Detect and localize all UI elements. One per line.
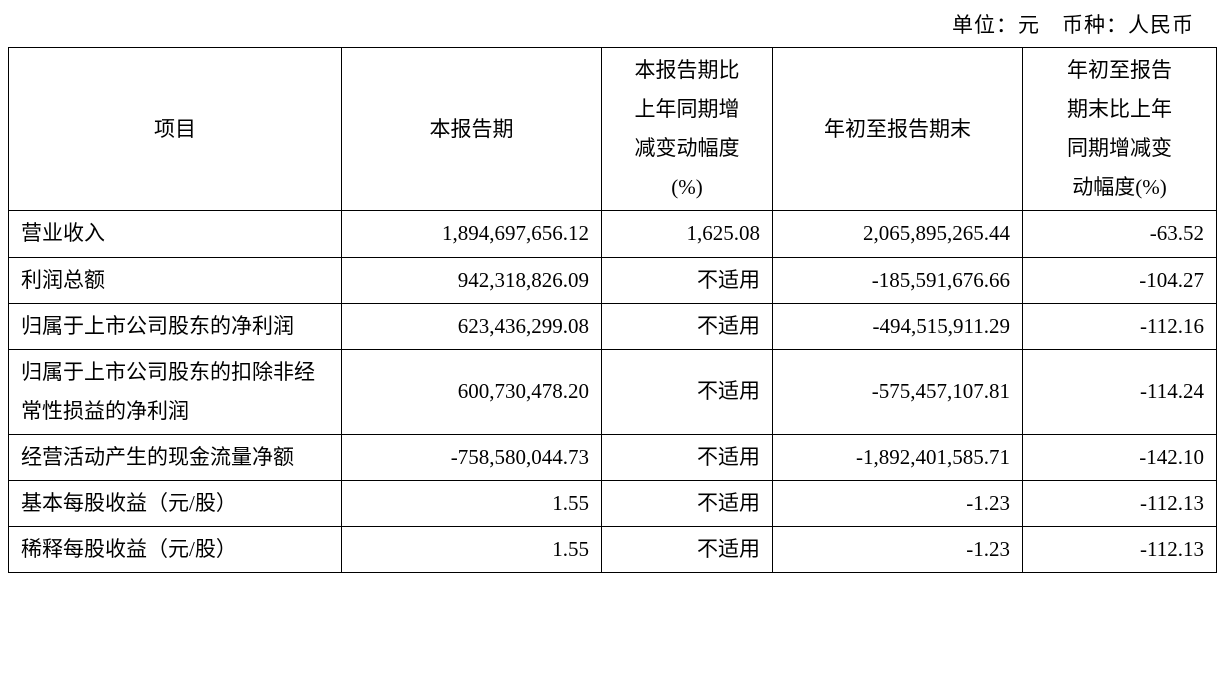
header-item: 项目 <box>8 47 342 212</box>
table-row: 归属于上市公司股东的扣除非经常性损益的净利润 600,730,478.20 不适用 -… <box>8 348 1217 435</box>
current-period-cell: 623,436,299.08 <box>341 302 602 350</box>
item-cell: 基本每股收益（元/股） <box>8 479 342 527</box>
period-change-cell: 不适用 <box>601 348 773 435</box>
table-row: 经营活动产生的现金流量净额 -758,580,044.73 不适用 -1,892,40… <box>8 433 1217 481</box>
ytd-change-cell: -112.13 <box>1022 479 1217 527</box>
period-change-cell: 不适用 <box>601 256 773 304</box>
table-body: 营业收入 1,894,697,656.12 1,625.08 2,065,895,26… <box>8 210 1217 573</box>
current-period-cell: 1,894,697,656.12 <box>341 210 602 258</box>
ytd-cell: 2,065,895,265.44 <box>772 210 1023 258</box>
ytd-change-cell: -112.16 <box>1022 302 1217 350</box>
period-change-cell: 1,625.08 <box>601 210 773 258</box>
current-period-cell: 600,730,478.20 <box>341 348 602 435</box>
period-change-cell: 不适用 <box>601 479 773 527</box>
header-ytd: 年初至报告期末 <box>772 47 1023 212</box>
ytd-change-cell: -63.52 <box>1022 210 1217 258</box>
header-current-period-change: 本报告期比 上年同期增 减变动幅度 (%) <box>601 47 773 212</box>
period-change-cell: 不适用 <box>601 302 773 350</box>
current-period-cell: 942,318,826.09 <box>341 256 602 304</box>
ytd-change-cell: -142.10 <box>1022 433 1217 481</box>
ytd-cell: -1.23 <box>772 479 1023 527</box>
item-cell: 营业收入 <box>8 210 342 258</box>
table-row: 基本每股收益（元/股） 1.55 不适用 -1.23 -112.13 <box>8 479 1217 527</box>
period-change-cell: 不适用 <box>601 525 773 573</box>
ytd-cell: -575,457,107.81 <box>772 348 1023 435</box>
table-row: 利润总额 942,318,826.09 不适用 -185,591,676.66 -104… <box>8 256 1217 304</box>
ytd-change-cell: -114.24 <box>1022 348 1217 435</box>
period-change-cell: 不适用 <box>601 433 773 481</box>
ytd-change-cell: -104.27 <box>1022 256 1217 304</box>
item-cell: 归属于上市公司股东的净利润 <box>8 302 342 350</box>
table-row: 稀释每股收益（元/股） 1.55 不适用 -1.23 -112.13 <box>8 525 1217 573</box>
ytd-cell: -494,515,911.29 <box>772 302 1023 350</box>
ytd-cell: -1,892,401,585.71 <box>772 433 1023 481</box>
current-period-cell: 1.55 <box>341 525 602 573</box>
header-row: 项目 本报告期 本报告期比 上年同期增 减变动幅度 (%) 年初至报告期末 年初… <box>8 47 1217 212</box>
table-row: 营业收入 1,894,697,656.12 1,625.08 2,065,895,26… <box>8 210 1217 258</box>
item-cell: 利润总额 <box>8 256 342 304</box>
ytd-cell: -185,591,676.66 <box>772 256 1023 304</box>
current-period-cell: -758,580,044.73 <box>341 433 602 481</box>
financial-summary-table: 项目 本报告期 本报告期比 上年同期增 减变动幅度 (%) 年初至报告期末 年初… <box>8 47 1217 573</box>
item-cell: 稀释每股收益（元/股） <box>8 525 342 573</box>
table-row: 归属于上市公司股东的净利润 623,436,299.08 不适用 -494,515,9… <box>8 302 1217 350</box>
header-current-period: 本报告期 <box>341 47 602 212</box>
current-period-cell: 1.55 <box>341 479 602 527</box>
ytd-change-cell: -112.13 <box>1022 525 1217 573</box>
unit-currency-label: 单位：元 币种：人民币 <box>952 13 1194 37</box>
header-ytd-change: 年初至报告 期末比上年 同期增减变 动幅度(%) <box>1022 47 1217 212</box>
item-cell: 归属于上市公司股东的扣除非经常性损益的净利润 <box>8 348 342 435</box>
item-cell: 经营活动产生的现金流量净额 <box>8 433 342 481</box>
ytd-cell: -1.23 <box>772 525 1023 573</box>
